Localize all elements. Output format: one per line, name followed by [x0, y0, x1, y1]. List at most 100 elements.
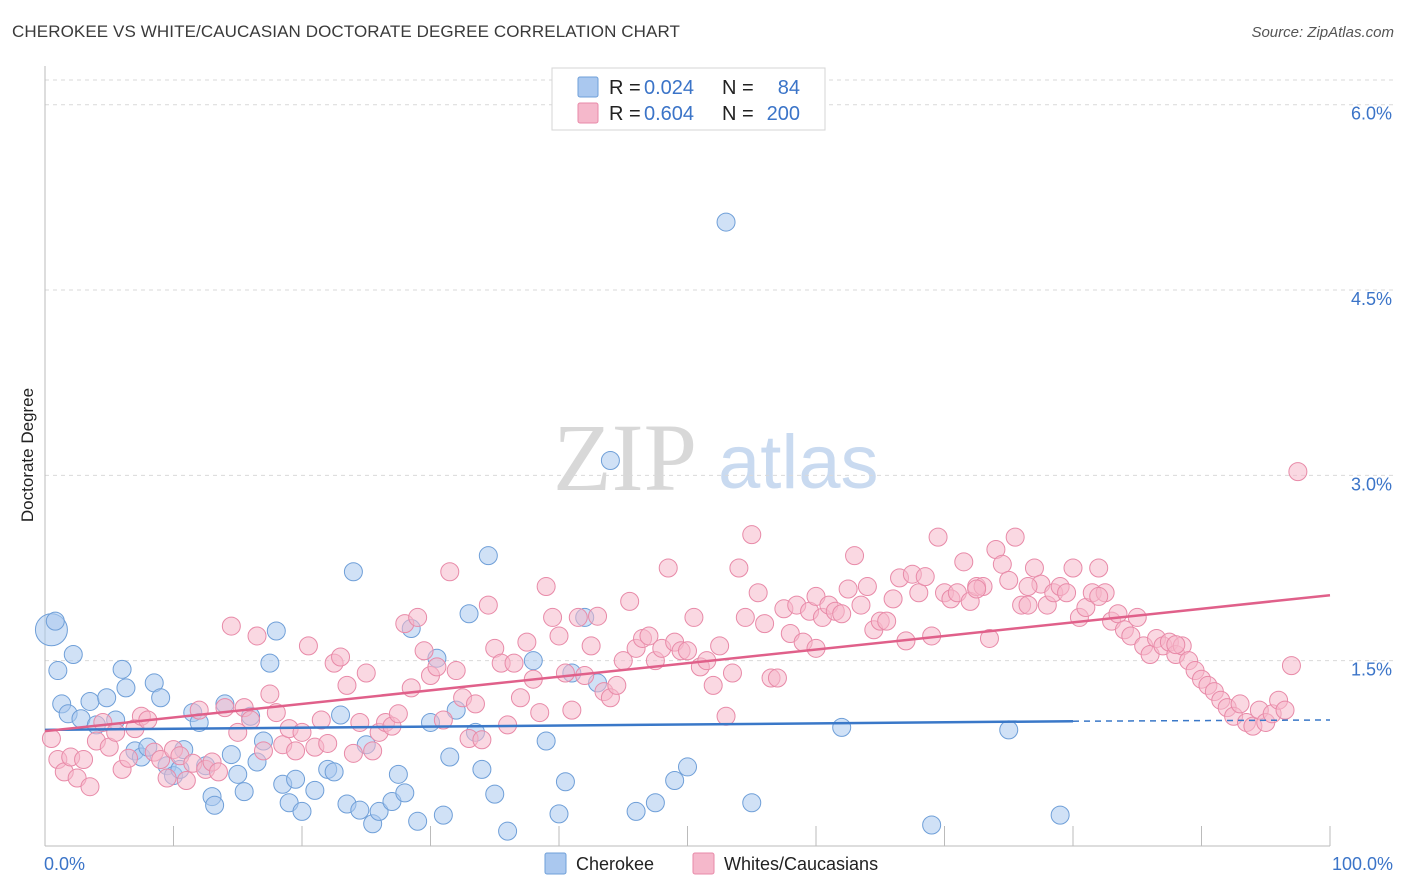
whites-point	[331, 647, 351, 667]
whites-point	[472, 730, 492, 750]
whites-point	[845, 546, 865, 566]
whites-point	[157, 768, 177, 788]
tick-labels: 1.5% 3.0% 4.5% 6.0% 0.0% 100.0%	[44, 104, 1393, 874]
whites-point	[1005, 527, 1025, 547]
whites-point	[954, 552, 974, 572]
whites-point	[915, 567, 935, 587]
whites-point	[1275, 700, 1295, 720]
whites-point	[536, 577, 556, 597]
cherokee-point	[116, 678, 136, 698]
whites-point	[311, 710, 331, 730]
y-tick-label: 3.0%	[1351, 474, 1392, 494]
whites-point	[607, 675, 627, 695]
y-tick-label: 4.5%	[1351, 289, 1392, 309]
cherokee-point	[369, 801, 389, 821]
cherokee-point	[665, 771, 685, 791]
whites-point	[620, 591, 640, 611]
whites-point	[247, 626, 267, 646]
gridlines	[45, 79, 1395, 662]
whites-point	[1230, 694, 1250, 714]
cherokee-point	[331, 705, 351, 725]
series-legend-label-whites: Whites/Caucasians	[724, 854, 878, 874]
cherokee-point	[80, 691, 100, 711]
whites-point	[568, 607, 588, 627]
series-legend: Cherokee Whites/Caucasians	[544, 852, 878, 875]
cherokee-point	[395, 783, 415, 803]
whites-point	[588, 606, 608, 626]
chart-title: CHEROKEE VS WHITE/CAUCASIAN DOCTORATE DE…	[12, 22, 681, 41]
cherokee-point	[48, 661, 68, 681]
whites-point	[716, 706, 736, 726]
cherokee-point	[536, 731, 556, 751]
whites-point	[286, 741, 306, 761]
whites-point	[967, 579, 987, 599]
cherokee-point	[626, 801, 646, 821]
whites-point	[363, 741, 383, 761]
y-tick-label: 1.5%	[1351, 660, 1392, 680]
legend-n-value-0: 84	[778, 77, 800, 99]
cherokee-point	[45, 611, 65, 631]
cherokee-point	[832, 717, 852, 737]
trend-lines	[44, 593, 1331, 733]
whites-point	[703, 675, 723, 695]
whites-point	[883, 589, 903, 609]
whites-point	[1089, 586, 1109, 606]
stats-legend: R = 0.024 N = 84 R = 0.604 N = 200	[551, 67, 826, 131]
cherokee-point	[523, 651, 543, 671]
whites-point	[427, 657, 447, 677]
whites-point	[80, 777, 100, 797]
cherokee-point	[472, 759, 492, 779]
legend-n-label-1: N =	[722, 103, 754, 125]
whites-point	[928, 527, 948, 547]
series-whites-points	[41, 462, 1308, 797]
cherokee-point	[922, 815, 942, 835]
series-cherokee-points	[34, 212, 1070, 841]
whites-point	[678, 641, 697, 661]
trend-line-cherokee-extension	[1072, 719, 1331, 722]
whites-point	[581, 636, 601, 656]
y-tick-label: 6.0%	[1351, 104, 1392, 124]
whites-point	[93, 712, 113, 732]
whites-point	[478, 595, 498, 615]
whites-point	[1281, 656, 1301, 676]
whites-point	[446, 661, 466, 681]
whites-point	[465, 694, 485, 714]
legend-r-value-1: 0.604	[644, 103, 694, 125]
whites-point	[440, 562, 460, 582]
whites-point	[549, 626, 569, 646]
series-legend-swatch-cherokee	[544, 852, 567, 875]
legend-n-value-1: 200	[767, 103, 800, 125]
whites-point	[684, 607, 704, 627]
y-axis-label: Doctorate Degree	[18, 388, 37, 522]
whites-point	[1166, 635, 1186, 655]
whites-point	[658, 558, 678, 578]
legend-r-label-0: R =	[609, 77, 641, 99]
cherokee-point	[286, 769, 306, 789]
source-label: Source: ZipAtlas.com	[1251, 24, 1394, 41]
cherokee-point	[433, 805, 453, 825]
series-legend-swatch-whites	[692, 852, 715, 875]
whites-point	[408, 607, 428, 627]
cherokee-point	[459, 604, 479, 624]
axes	[44, 66, 1331, 847]
cherokee-point	[151, 688, 171, 708]
cherokee-point	[324, 762, 344, 782]
whites-point	[767, 668, 787, 688]
whites-point	[510, 688, 530, 708]
whites-point	[221, 616, 241, 636]
whites-point	[241, 710, 261, 730]
x-tick-label-min: 0.0%	[44, 854, 85, 874]
cherokee-point	[645, 793, 665, 813]
legend-r-value-0: 0.024	[644, 77, 694, 99]
whites-point	[253, 741, 273, 761]
whites-point	[851, 595, 871, 615]
whites-point	[433, 710, 453, 730]
trend-line-cherokee	[44, 719, 1074, 732]
series-legend-label-cherokee: Cherokee	[576, 854, 654, 874]
x-tick-label-max: 100.0%	[1332, 854, 1393, 874]
cherokee-point	[742, 793, 762, 813]
whites-point	[639, 626, 659, 646]
whites-point	[292, 722, 312, 742]
whites-point	[555, 663, 575, 683]
